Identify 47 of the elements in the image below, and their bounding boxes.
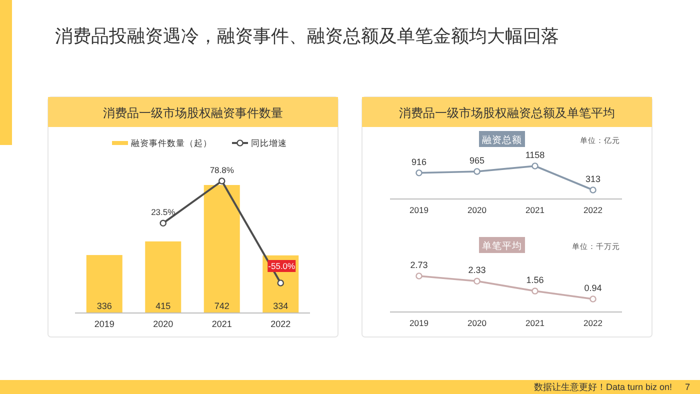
bar <box>86 255 122 313</box>
x-tick-label: 2020 <box>468 318 487 328</box>
x-tick-label: 2021 <box>212 319 232 329</box>
chart-title: 消费品一级市场股权融资总额及单笔平均 <box>399 106 615 120</box>
x-tick-label: 2021 <box>526 205 545 215</box>
point <box>474 168 480 175</box>
data-label: 2.33 <box>468 265 486 276</box>
text: 数据让生意更好！Data turn biz on! <box>534 382 672 392</box>
legend-label: 融资事件数量（起） <box>131 138 212 148</box>
data-label: 965 <box>469 155 485 166</box>
x-tick-label: 2020 <box>468 205 487 215</box>
chart-title: 消费品一级市场股权融资事件数量 <box>103 106 283 120</box>
point <box>532 288 538 294</box>
chart-subtitle: 融资总额 <box>482 134 522 146</box>
data-label: 1158 <box>525 150 545 160</box>
point <box>416 169 422 176</box>
x-tick-label: 2020 <box>153 319 174 329</box>
data-label: 0.94 <box>584 283 602 293</box>
x-tick-label: 2019 <box>94 319 114 329</box>
x-tick-label: 2019 <box>410 318 429 328</box>
text: 消费品投融资遇冷，融资事件、融资总额及单笔金额均大幅回落 <box>55 26 559 46</box>
bar <box>204 185 240 313</box>
data-label: 1.56 <box>526 275 544 286</box>
data-label: 334 <box>273 301 288 311</box>
data-label: 313 <box>585 174 601 184</box>
data-label: 916 <box>411 156 427 167</box>
data-label: -55.0% <box>268 261 296 271</box>
x-tick-label: 2019 <box>410 205 429 215</box>
x-tick-label: 2022 <box>584 205 603 215</box>
bar <box>145 241 182 313</box>
data-label: 2.73 <box>410 260 428 270</box>
point <box>590 186 596 194</box>
point <box>416 272 422 280</box>
chart-subtitle: 单笔平均 <box>482 240 522 252</box>
data-label: 742 <box>214 301 230 311</box>
data-label: 415 <box>156 301 171 311</box>
x-tick-label: 2022 <box>270 319 291 329</box>
point <box>590 296 596 302</box>
text: 7 <box>684 382 690 392</box>
point <box>532 162 538 170</box>
data-label: 336 <box>96 301 112 311</box>
data-label: 78.8% <box>210 165 234 175</box>
x-tick-label: 2021 <box>526 318 545 328</box>
legend-label: 同比增速 <box>251 138 287 148</box>
point <box>474 278 480 285</box>
x-tick-label: 2022 <box>584 318 603 328</box>
data-label: 23.5% <box>151 207 176 218</box>
